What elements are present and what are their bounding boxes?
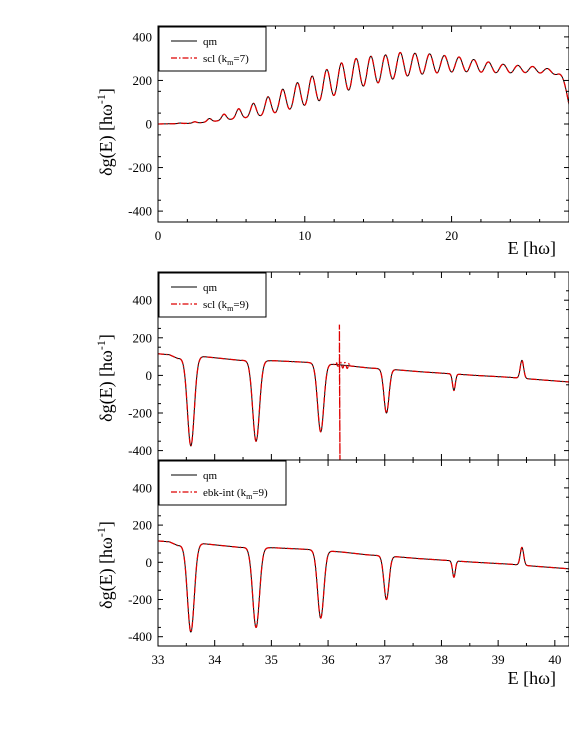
y-tick-label: 0 <box>146 117 153 132</box>
series-qm-line <box>158 540 569 633</box>
legend: qm ebk-int (km=9) <box>158 460 287 506</box>
y-tick-label: 0 <box>146 555 153 570</box>
x-tick-label: 20 <box>445 228 458 243</box>
y-axis-label: δg(E) [hω-1] <box>94 521 117 609</box>
y-tick-label: -400 <box>128 629 152 644</box>
x-axis-label-bottom: E [hω] <box>508 668 556 688</box>
legend-label-qm: qm <box>203 282 218 294</box>
y-tick-label: -400 <box>128 204 152 219</box>
x-tick-label: 36 <box>322 652 336 667</box>
x-tick-label: 37 <box>378 652 392 667</box>
plot-frame <box>157 459 569 647</box>
y-tick-label: 0 <box>146 368 153 383</box>
x-tick-label: 10 <box>298 228 311 243</box>
x-tick-label: 38 <box>435 652 448 667</box>
y-tick-label: 200 <box>133 73 153 88</box>
x-tick-label: 0 <box>155 228 162 243</box>
legend-box <box>158 272 267 318</box>
panel-middle: 400 200 0 -200 -400 qm scl (km=9) δg(E) [hω-1] <box>94 271 569 461</box>
legend-box <box>158 26 267 72</box>
x-tick-label: 33 <box>152 652 165 667</box>
legend-label-qm: qm <box>203 470 218 482</box>
y-tick-label: -200 <box>128 592 152 607</box>
legend: qm scl (km=9) <box>158 272 267 318</box>
y-tick-label: -200 <box>128 160 152 175</box>
x-tick-label: 35 <box>265 652 278 667</box>
x-tick-label: 34 <box>208 652 222 667</box>
y-axis-label: δg(E) [hω-1] <box>94 88 117 176</box>
legend-label-semiclassical: scl (km=9) <box>203 299 249 313</box>
y-tick-label: 200 <box>133 518 153 533</box>
y-tick-label: 400 <box>133 293 153 308</box>
plot-frame <box>157 25 569 223</box>
legend-label-semiclassical: scl (km=7) <box>203 53 249 67</box>
y-tick-label: 200 <box>133 330 153 345</box>
y-tick-label: -200 <box>128 406 152 421</box>
y-tick-label: 400 <box>133 480 153 495</box>
x-tick-label: 39 <box>492 652 505 667</box>
legend-box <box>158 460 287 506</box>
x-tick-label: 40 <box>548 652 561 667</box>
y-axis-label: δg(E) [hω-1] <box>94 334 117 422</box>
y-tick-label: 400 <box>133 29 153 44</box>
series-semiclassical-line <box>158 324 569 460</box>
x-axis-label-top: E [hω] <box>508 238 556 258</box>
legend-label-qm: qm <box>203 36 218 48</box>
legend-label-semiclassical: ebk-int (km=9) <box>203 487 268 501</box>
y-tick-label: -400 <box>128 443 152 458</box>
series-semiclassical-line <box>158 51 569 125</box>
series-semiclassical-line <box>158 540 569 633</box>
legend: qm scl (km=7) <box>158 26 267 72</box>
